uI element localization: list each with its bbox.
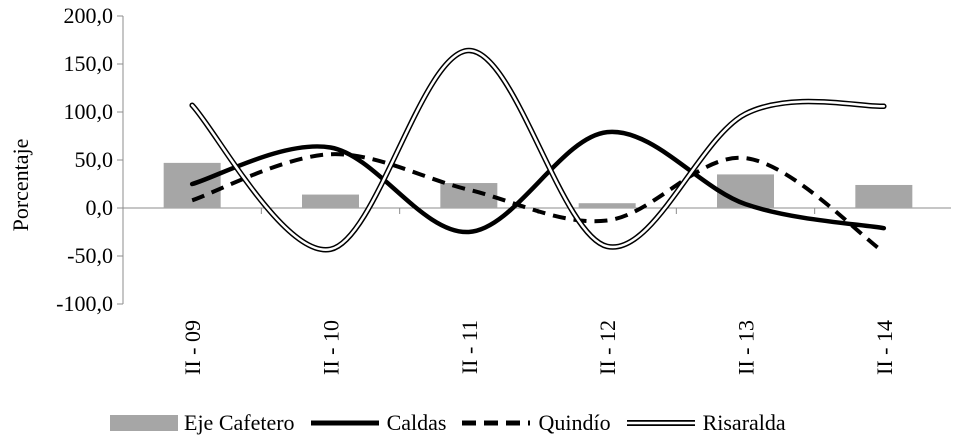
y-axis: 200,0 150,0 100,0 50,0 0,0 -50,0 -100,0	[56, 3, 124, 316]
x-tick-label: II - 09	[180, 320, 205, 375]
line-quindio	[191, 152, 885, 254]
x-tick-label: II - 12	[595, 320, 620, 375]
legend-swatch-quindio	[460, 414, 532, 432]
legend-label-risaralda: Risaralda	[702, 410, 786, 435]
line-caldas	[189, 129, 887, 235]
legend-swatch-eje-cafetero	[110, 415, 178, 431]
x-tick-label: II - 10	[319, 320, 344, 375]
x-tick-label: II - 14	[872, 320, 897, 375]
bar-eje-cafetero	[578, 203, 636, 208]
line-risaralda-inner	[190, 49, 886, 251]
y-axis-label: Porcentaje	[8, 139, 33, 232]
y-tick-label: 0,0	[86, 195, 114, 220]
legend-label-caldas: Caldas	[386, 410, 447, 435]
y-tick-label: -50,0	[67, 243, 113, 268]
legend-item-risaralda: Risaralda	[625, 410, 786, 436]
y-tick-label: -100,0	[56, 291, 113, 316]
legend-item-quindio: Quindío	[460, 410, 611, 436]
y-tick-label: 150,0	[64, 51, 114, 76]
x-tick-label: II - 11	[457, 320, 482, 374]
y-tick-label: 100,0	[64, 99, 114, 124]
bar-series	[163, 162, 913, 208]
legend-item-eje-cafetero: Eje Cafetero	[110, 410, 295, 436]
chart: 200,0 150,0 100,0 50,0 0,0 -50,0 -100,0 II - 0…	[8, 3, 951, 375]
y-tick-label: 200,0	[64, 3, 114, 28]
y-tick-label: 50,0	[75, 147, 114, 172]
line-series	[189, 47, 887, 254]
legend-swatch-risaralda	[625, 414, 697, 432]
legend-item-caldas: Caldas	[309, 410, 447, 436]
legend-label-quindio: Quindío	[538, 410, 611, 435]
bar-eje-cafetero	[855, 184, 913, 208]
bar-eje-cafetero	[302, 194, 359, 208]
x-tick-label: II - 13	[734, 320, 759, 375]
legend-label-eje-cafetero: Eje Cafetero	[184, 410, 295, 435]
legend: Eje Cafetero Caldas Quindío Risaralda	[110, 408, 800, 438]
legend-swatch-caldas	[309, 414, 381, 432]
bar-eje-cafetero	[440, 183, 498, 208]
x-axis: II - 09 II - 10 II - 11 II - 12 II - 13 II - …	[123, 207, 951, 375]
